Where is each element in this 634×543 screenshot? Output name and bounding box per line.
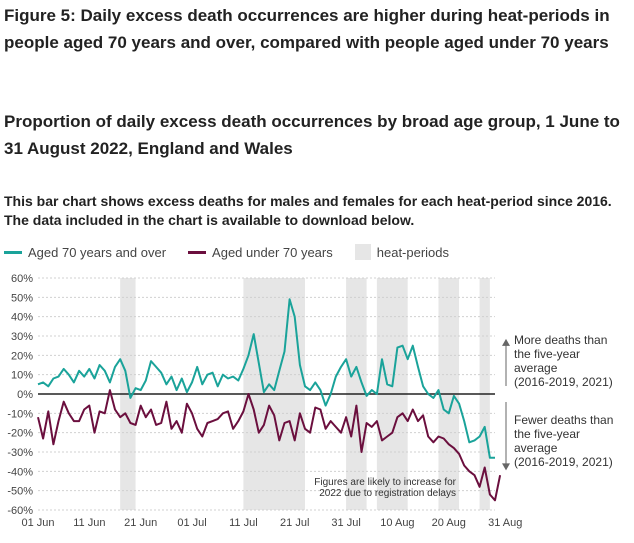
annotation-below-line-3: (2016-2019, 2021): [514, 455, 613, 469]
legend-item-over70[interactable]: Aged 70 years and over: [4, 245, 166, 260]
chart-legend: Aged 70 years and over Aged under 70 yea…: [4, 243, 471, 261]
x-tick-label-3: 01 Jul: [177, 517, 206, 529]
x-tick-label-7: 10 Aug: [380, 517, 414, 529]
y-tick-label-10: 40%: [11, 312, 33, 324]
y-tick-label-1: -50%: [7, 486, 33, 498]
excess-deaths-chart: -60% -50% -40% -30% -20% -10% 0% 10% 20% 30% 40% 50…: [7, 273, 613, 529]
annotation-below-line-0: Fewer deaths than: [514, 413, 613, 427]
legend-item-heat-periods[interactable]: heat-periods: [354, 244, 450, 260]
chart-subtitle: Proportion of daily excess death occurre…: [4, 112, 620, 158]
legend-item-under70[interactable]: Aged under 70 years: [188, 245, 333, 260]
legend-swatch-over70: [4, 250, 22, 254]
x-tick-label-0: 01 Jun: [21, 517, 54, 529]
arrow-down-head: [502, 463, 510, 471]
y-tick-label-9: 30%: [11, 331, 33, 343]
annotation-below-line-1: the five-year: [514, 427, 580, 441]
legend-label-heat-periods: heat-periods: [376, 244, 450, 260]
annotation-note-line-0: Figures are likely to increase for: [314, 477, 456, 488]
x-tick-label-1: 11 Jun: [73, 517, 105, 529]
annotation-above-line-3: (2016-2019, 2021): [514, 375, 613, 389]
y-tick-label-5: -10%: [7, 408, 33, 420]
y-tick-label-3: -30%: [7, 447, 33, 459]
legend-label-over70: Aged 70 years and over: [28, 244, 167, 260]
annotation-note-line-1: 2022 due to registration delays: [319, 488, 456, 499]
annotation-above-line-1: the five-year: [514, 347, 580, 361]
y-tick-label-7: 10%: [11, 370, 33, 382]
y-tick-label-12: 60%: [11, 273, 33, 285]
y-tick-label-11: 50%: [11, 292, 33, 304]
x-tick-label-4: 11 Jul: [229, 517, 258, 529]
y-tick-label-6: 0%: [17, 389, 33, 401]
x-tick-label-6: 31 Jul: [331, 517, 360, 529]
annotation-above-line-0: More deaths than: [514, 333, 607, 347]
series-line-over70: [37, 298, 495, 459]
figure-title: Figure 5: Daily excess death occurrences…: [4, 6, 610, 52]
legend-label-under70: Aged under 70 years: [212, 244, 333, 260]
legend-swatch-heat-periods: [354, 244, 371, 260]
arrow-up-head: [502, 338, 510, 346]
x-tick-label-2: 21 Jun: [124, 517, 157, 529]
annotation-below-line-2: average: [514, 441, 558, 455]
y-tick-label-0: -60%: [7, 505, 33, 517]
y-tick-label-2: -40%: [7, 466, 33, 478]
y-tick-label-4: -20%: [7, 428, 33, 440]
chart-description: This bar chart shows excess deaths for m…: [4, 193, 612, 228]
x-tick-label-9: 31 Aug: [488, 517, 522, 529]
annotation-above-line-2: average: [514, 361, 558, 375]
annotation-above: More deaths than the five-year average (201…: [514, 333, 613, 389]
series-line-under70: [37, 389, 502, 502]
annotation-below: Fewer deaths than the five-year average (20…: [514, 413, 613, 469]
y-tick-label-8: 20%: [11, 350, 33, 362]
annotation-note: Figures are likely to increase for 2022 d…: [314, 477, 456, 499]
legend-swatch-under70: [188, 250, 207, 254]
x-tick-label-8: 20 Aug: [432, 517, 466, 529]
x-tick-label-5: 21 Jul: [280, 517, 309, 529]
